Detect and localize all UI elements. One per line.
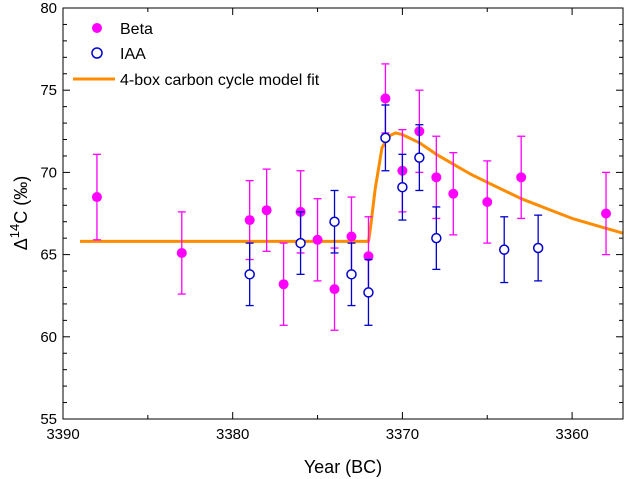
iaa-point — [380, 104, 391, 172]
iaa-point — [431, 206, 442, 271]
beta-point — [329, 247, 340, 331]
iaa-marker — [498, 244, 510, 255]
x-tick-label: 3360 — [555, 426, 588, 443]
beta-point — [278, 242, 289, 326]
beta-point — [91, 153, 102, 241]
iaa-point — [329, 189, 340, 254]
iaa-point — [363, 258, 374, 326]
y-axis-title-superscript: 14 — [7, 224, 22, 238]
iaa-point — [414, 124, 425, 192]
x-tick-label: 3380 — [216, 426, 249, 443]
iaa-marker — [346, 269, 357, 280]
x-tick-label: 3390 — [46, 426, 79, 443]
beta-marker — [363, 251, 374, 262]
iaa-point — [397, 153, 408, 221]
legend-marker-iaa — [91, 47, 103, 59]
beta-point — [482, 160, 493, 244]
y-tick-label: 65 — [40, 247, 57, 264]
iaa-marker — [414, 152, 425, 163]
y-axis-ticks: 55 60 65 70 75 80 — [40, 0, 623, 428]
x-tick-label: 3370 — [386, 426, 419, 443]
x-axis-title: Year (BC) — [304, 457, 382, 477]
plot-area — [63, 8, 623, 419]
beta-marker — [431, 172, 442, 183]
beta-point — [448, 152, 459, 236]
iaa-point — [244, 242, 255, 307]
y-tick-label: 55 — [40, 411, 57, 428]
iaa-series — [244, 104, 544, 326]
legend-label-beta: Beta — [120, 21, 153, 38]
y-tick-label: 60 — [40, 329, 57, 346]
iaa-marker — [244, 269, 255, 280]
iaa-marker — [431, 232, 442, 244]
beta-marker — [482, 196, 493, 207]
beta-point — [176, 211, 187, 295]
iaa-marker — [397, 181, 408, 193]
iaa-marker — [295, 237, 306, 249]
y-tick-label: 70 — [40, 164, 57, 181]
x-axis-ticks: 3390 3380 3370 3360 — [46, 8, 589, 443]
beta-marker — [380, 93, 391, 104]
beta-marker — [91, 192, 102, 203]
iaa-marker — [363, 287, 374, 298]
legend-marker-beta — [92, 23, 102, 33]
beta-marker — [601, 208, 612, 219]
beta-marker — [244, 215, 255, 226]
beta-point — [431, 135, 442, 220]
beta-point — [516, 135, 527, 220]
beta-marker — [329, 284, 340, 295]
beta-point — [312, 198, 323, 282]
beta-marker — [346, 231, 357, 242]
iaa-marker — [329, 216, 340, 227]
iaa-point — [498, 216, 510, 284]
y-tick-label: 80 — [40, 0, 57, 17]
beta-point — [601, 171, 612, 256]
legend-label-iaa: IAA — [120, 46, 146, 63]
y-axis-title: Δ14C (‰) — [7, 176, 31, 251]
beta-marker — [448, 188, 459, 199]
iaa-point — [346, 242, 357, 307]
beta-marker — [176, 247, 187, 258]
legend-label-model: 4-box carbon cycle model fit — [120, 72, 320, 89]
iaa-point — [295, 211, 306, 275]
beta-point — [261, 168, 272, 252]
iaa-point — [532, 214, 544, 282]
legend: Beta IAA 4-box carbon cycle model fit — [73, 21, 320, 89]
beta-marker — [278, 279, 289, 290]
y-axis-title-prefix: Δ — [11, 238, 31, 250]
y-tick-label: 75 — [40, 82, 57, 99]
beta-marker — [261, 205, 272, 216]
iaa-marker — [532, 242, 544, 254]
beta-marker — [516, 172, 527, 183]
y-axis-title-main: C (‰) — [11, 176, 31, 224]
plot-frame — [62, 7, 624, 420]
beta-marker — [312, 234, 323, 245]
iaa-marker — [380, 132, 391, 144]
